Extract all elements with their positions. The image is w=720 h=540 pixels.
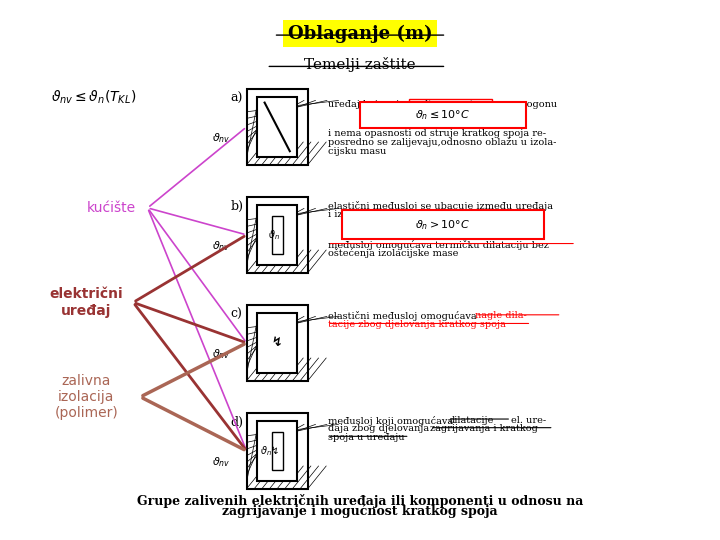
Text: električni
uređaj: električni uređaj (50, 287, 123, 318)
Text: posredno se zalijevaju,odnosno oblažu u izola-: posredno se zalijevaju,odnosno oblažu u … (328, 138, 556, 147)
Text: uređaj kojem je: uređaj kojem je (328, 100, 405, 109)
Text: međusloj omogućava termičku dilataciju bez: međusloj omogućava termičku dilataciju b… (328, 240, 549, 250)
Polygon shape (258, 97, 297, 157)
Text: cijsku masu: cijsku masu (328, 147, 386, 156)
Polygon shape (246, 305, 308, 381)
Text: nagle dila-: nagle dila- (475, 311, 527, 320)
Text: međusloj koji omogućava: međusloj koji omogućava (328, 416, 453, 426)
Text: el. ure-: el. ure- (511, 416, 546, 425)
Text: $\vartheta_{nv}$: $\vartheta_{nv}$ (212, 131, 230, 145)
Text: $\vartheta_{nv}$: $\vartheta_{nv}$ (212, 239, 230, 253)
Text: kućište: kućište (87, 201, 136, 215)
Polygon shape (258, 205, 297, 265)
Text: $\vartheta_n > 10°C$: $\vartheta_n > 10°C$ (415, 218, 470, 232)
Text: u pogonu: u pogonu (511, 100, 557, 109)
Text: zagrijavanje i mogućnost kratkog spoja: zagrijavanje i mogućnost kratkog spoja (222, 505, 498, 518)
Text: elastični međusloj se ubacuje između uređaja: elastični međusloj se ubacuje između ure… (328, 201, 553, 211)
Polygon shape (246, 197, 308, 273)
Text: zagrijavanja i kratkog: zagrijavanja i kratkog (430, 424, 538, 434)
Polygon shape (272, 216, 283, 254)
Polygon shape (246, 89, 308, 165)
Text: elastični međusloj omogućava: elastični međusloj omogućava (328, 311, 476, 321)
Text: $\vartheta_n$↯: $\vartheta_n$↯ (260, 444, 280, 458)
Text: i nema opasnosti od struje kratkog spoja re-: i nema opasnosti od struje kratkog spoja… (328, 129, 546, 138)
Text: c): c) (230, 308, 242, 321)
Text: dilatacije: dilatacije (449, 416, 494, 425)
Polygon shape (272, 432, 283, 470)
Text: tacije zbog djelovanja kratkog spoja: tacije zbog djelovanja kratkog spoja (328, 320, 505, 329)
Text: Temelji zaštite: Temelji zaštite (304, 57, 416, 72)
Text: oštećenja izolacijske mase: oštećenja izolacijske mase (328, 248, 458, 259)
Text: d): d) (230, 416, 243, 429)
Text: đaja zbog djelovanja: đaja zbog djelovanja (328, 424, 428, 434)
FancyBboxPatch shape (360, 102, 526, 128)
FancyBboxPatch shape (342, 210, 544, 239)
Text: a): a) (230, 92, 243, 105)
Text: b): b) (230, 200, 243, 213)
Text: $\vartheta_{nv}$: $\vartheta_{nv}$ (212, 347, 230, 361)
Text: Grupe zalivenih električnih uređaja ili komponenti u odnosu na: Grupe zalivenih električnih uređaja ili … (137, 494, 583, 508)
Text: $\vartheta_n \leq 10°C$: $\vartheta_n \leq 10°C$ (415, 108, 470, 122)
Text: $\vartheta_{nv} \leq \vartheta_n(T_{KL})$: $\vartheta_{nv} \leq \vartheta_n(T_{KL})… (51, 89, 136, 106)
Text: spoja u uređaju: spoja u uređaju (328, 433, 404, 442)
Polygon shape (258, 313, 297, 373)
Text: zalivna
izolacija
(polimer): zalivna izolacija (polimer) (55, 374, 118, 420)
Text: i izolacijske mase ako je: i izolacijske mase ako je (328, 210, 447, 219)
Text: $\vartheta_{nv}$: $\vartheta_{nv}$ (212, 455, 230, 469)
Text: Oblaganje (m): Oblaganje (m) (288, 24, 432, 43)
Polygon shape (246, 413, 308, 489)
Text: $\vartheta_n$: $\vartheta_n$ (268, 228, 279, 242)
Text: nadtemperatura: nadtemperatura (410, 100, 491, 109)
Text: ↯: ↯ (272, 336, 282, 349)
Polygon shape (258, 421, 297, 481)
